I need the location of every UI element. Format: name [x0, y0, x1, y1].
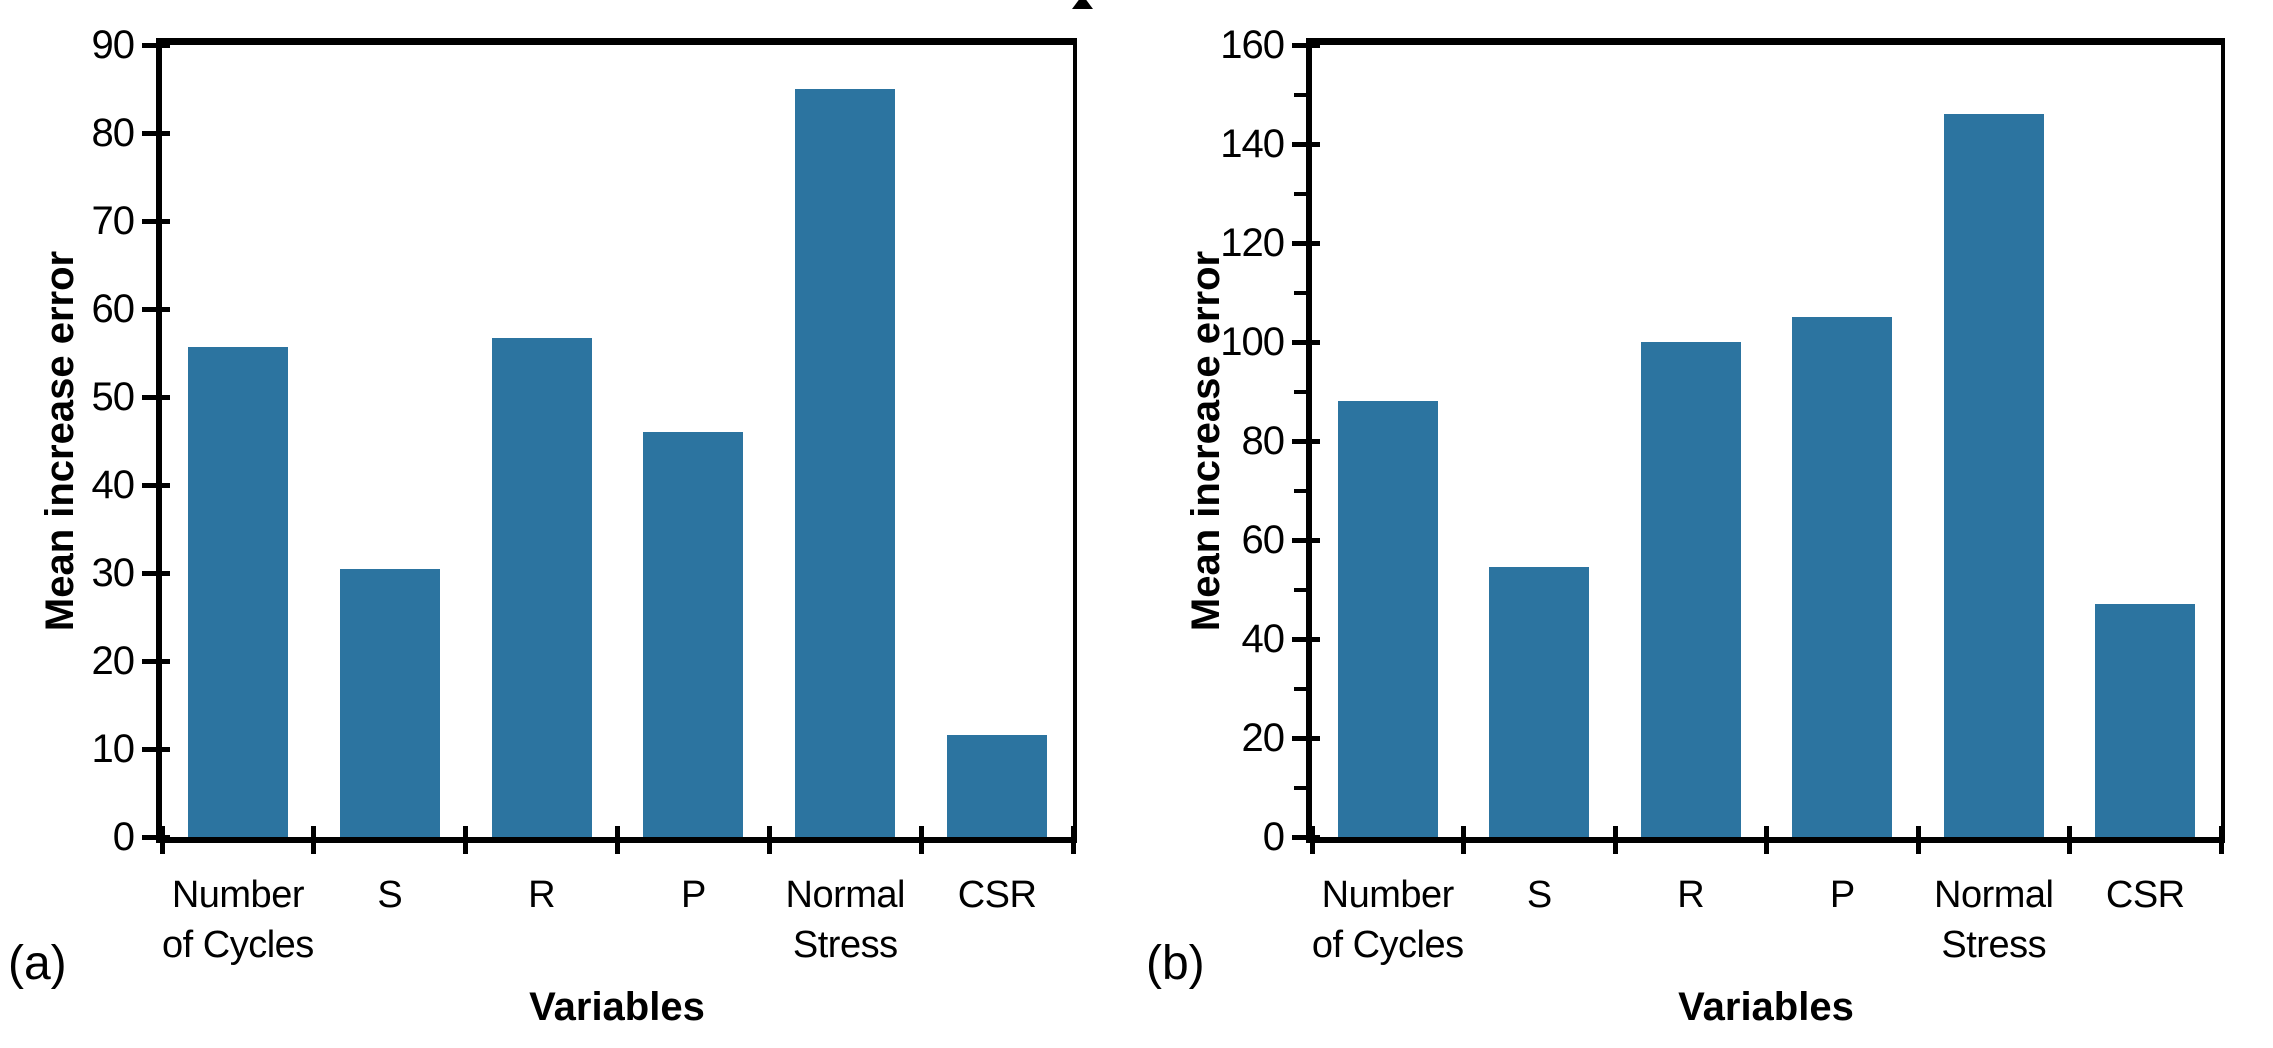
- bar-s: [339, 568, 440, 837]
- y-tick-label: 30: [91, 551, 136, 595]
- y-axis-major-tick: [142, 394, 170, 400]
- y-tick-label: 140: [1220, 122, 1285, 166]
- plot-frame-top-b: [1306, 38, 2225, 45]
- x-axis-title-b: Variables: [1678, 985, 1854, 1029]
- y-axis-major-tick: [142, 746, 170, 752]
- category-label: S: [377, 874, 403, 916]
- plot-area-b: 0 20 40 60 80 100 120 140 160 Number of Cycles S R P…: [1220, 23, 2225, 966]
- y-axis-major-tick: [1292, 735, 1320, 741]
- x-axis-tick: [311, 826, 317, 854]
- y-axis-major-tick: [142, 482, 170, 488]
- y-axis-major-tick: [1292, 240, 1320, 246]
- plot-frame-right-a: [1073, 38, 1077, 843]
- y-axis-minor-tick: [1294, 290, 1312, 295]
- x-axis-tick: [1070, 826, 1076, 854]
- category-label: R: [1677, 874, 1705, 916]
- bar-r: [491, 338, 592, 837]
- y-axis-major-tick: [1292, 141, 1320, 147]
- category-label: R: [528, 874, 556, 916]
- y-axis-line-a: [156, 38, 162, 843]
- category-label: Number of Cycles: [1311, 874, 1464, 966]
- y-axis-major-tick: [142, 658, 170, 664]
- category-label: S: [1526, 874, 1552, 916]
- y-axis-major-tick: [142, 130, 170, 136]
- y-tick-label: 100: [1220, 320, 1285, 364]
- y-tick-label: 40: [91, 463, 136, 507]
- y-axis-minor-tick: [1294, 587, 1312, 592]
- y-tick-label: 60: [1241, 518, 1286, 562]
- bar-r: [1640, 342, 1741, 837]
- y-axis-major-tick: [1292, 537, 1320, 543]
- y-axis-major-tick: [1292, 438, 1320, 444]
- y-axis-major-tick: [1292, 339, 1320, 345]
- category-label: Normal Stress: [785, 874, 906, 966]
- x-axis-tick: [766, 826, 772, 854]
- y-axis-minor-tick: [1294, 389, 1312, 394]
- y-axis-major-tick: [1292, 834, 1320, 840]
- x-axis-tick: [1764, 826, 1769, 854]
- bar-number-of-cycles: [1337, 401, 1438, 837]
- y-tick-label: 20: [1241, 716, 1286, 760]
- y-tick-label: 20: [91, 639, 136, 683]
- y-tick-label: 10: [91, 727, 136, 771]
- bar-csr: [2095, 604, 2196, 837]
- y-axis-major-tick: [142, 834, 170, 840]
- x-axis-tick: [1461, 826, 1466, 854]
- category-label: P: [680, 874, 706, 916]
- y-axis-major-tick: [142, 570, 170, 576]
- x-axis-tick: [2067, 826, 2072, 854]
- x-axis-tick: [615, 826, 620, 854]
- x-axis-title-a: Variables: [529, 985, 705, 1029]
- x-axis-tick: [159, 826, 165, 854]
- x-axis-tick: [1915, 826, 1921, 854]
- cropped-text-fragment: [1072, 0, 1093, 9]
- category-label: P: [1829, 874, 1855, 916]
- y-tick-label: 70: [91, 199, 136, 243]
- y-axis-minor-tick: [1294, 191, 1312, 196]
- y-axis-minor-tick: [1294, 686, 1312, 691]
- plot-frame-top-a: [156, 38, 1077, 45]
- y-axis-major-tick: [142, 218, 170, 224]
- plot-frame-right-b: [2221, 38, 2225, 843]
- y-axis-minor-tick: [1294, 92, 1312, 97]
- bar-p: [643, 432, 744, 837]
- plot-area-a: 0 10 20 30 40 50 60 70 80 90 Number of Cycles S R P No…: [92, 23, 1077, 966]
- panel-label-a: (a): [8, 937, 67, 990]
- y-tick-label: 80: [91, 111, 136, 155]
- y-axis-minor-tick: [1294, 785, 1312, 790]
- y-tick-label: 0: [112, 815, 135, 859]
- bar-number-of-cycles: [187, 346, 288, 837]
- category-label: CSR: [957, 874, 1037, 916]
- bar-normal-stress: [1943, 114, 2044, 837]
- x-axis-tick: [1612, 826, 1618, 854]
- x-axis-tick: [918, 826, 924, 854]
- y-axis-major-tick: [142, 306, 170, 312]
- x-axis-tick: [463, 826, 469, 854]
- y-tick-label: 60: [91, 287, 136, 331]
- y-axis-major-tick: [1292, 636, 1320, 642]
- category-label: CSR: [2105, 874, 2185, 916]
- bar-normal-stress: [795, 89, 896, 837]
- category-label: Normal Stress: [1934, 874, 2054, 966]
- panel-label-b: (b): [1146, 937, 1205, 990]
- y-tick-label: 50: [91, 375, 136, 419]
- y-tick-label: 120: [1220, 221, 1285, 265]
- y-tick-label: 0: [1262, 815, 1285, 859]
- y-tick-label: 160: [1220, 23, 1285, 67]
- x-axis-tick: [1309, 826, 1315, 854]
- y-tick-label: 40: [1241, 617, 1286, 661]
- bar-p: [1792, 317, 1893, 837]
- y-axis-major-tick: [142, 42, 170, 48]
- x-axis-tick: [2218, 826, 2224, 854]
- bar-csr: [947, 734, 1048, 837]
- y-tick-label: 80: [1241, 419, 1286, 463]
- category-label: Number of Cycles: [162, 874, 314, 966]
- y-tick-label: 90: [91, 23, 136, 67]
- y-axis-minor-tick: [1294, 488, 1312, 493]
- bar-s: [1489, 567, 1590, 837]
- y-axis-major-tick: [1292, 42, 1320, 48]
